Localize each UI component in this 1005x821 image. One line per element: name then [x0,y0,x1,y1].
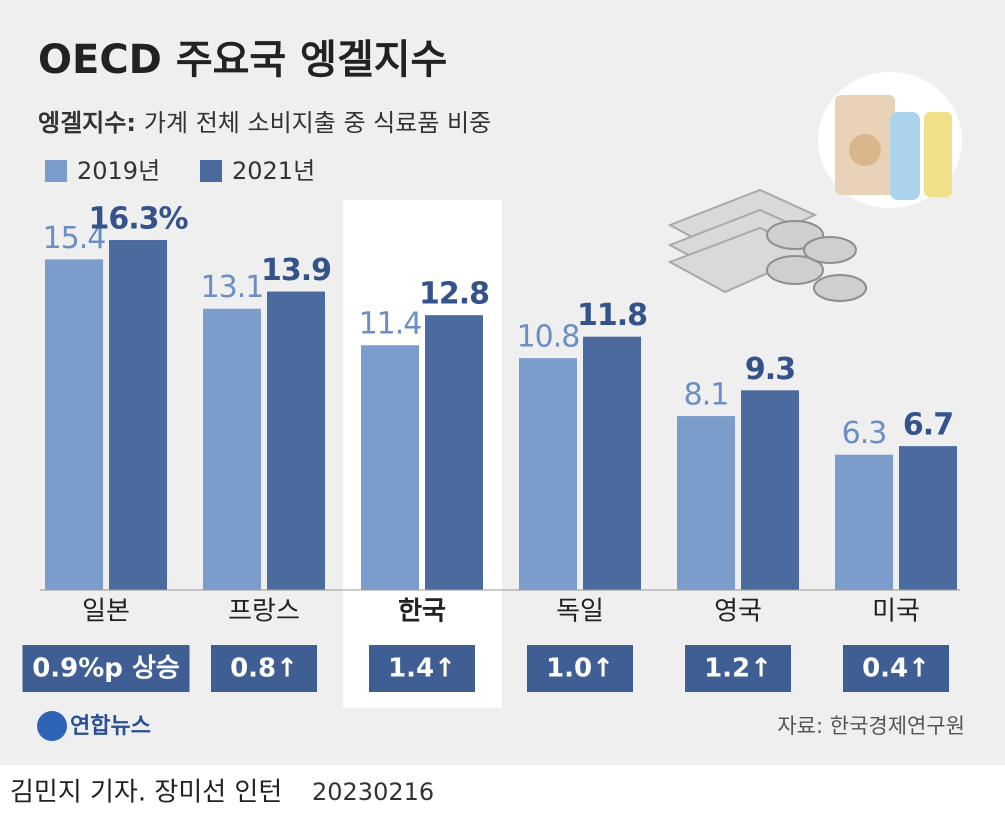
bar [835,454,893,590]
x-tick-label: 미국 [872,597,920,627]
change-box [843,645,949,692]
bar [267,291,325,590]
bar [741,390,799,590]
date: 20230216 [312,778,434,806]
x-tick-label: 프랑스 [228,597,300,627]
change-box [369,645,475,692]
change-label: 1.0↑ [546,654,614,684]
legend-label: 2019년 [77,157,160,185]
bar [425,315,483,590]
illustration [667,72,962,302]
value-label: 12.8 [419,277,489,312]
credit: 김민지 기자. 장미선 인턴 [10,778,282,808]
x-tick-label: 한국 [398,597,446,627]
value-label: 13.9 [261,253,331,288]
bar [203,308,261,590]
value-label: 16.3% [88,202,188,237]
change-box [527,645,633,692]
bar [361,345,419,590]
change-box [685,645,791,692]
subtitle-text: 가계 전체 소비지출 중 식료품 비중 [144,109,491,137]
legend-swatch [45,160,67,182]
legend-swatch [200,160,222,182]
logo: 연합뉴스 [37,711,151,741]
source: 자료: 한국경제연구원 [777,714,965,738]
bar [583,336,641,590]
x-tick-label: 영국 [714,597,762,627]
bar [519,358,577,590]
value-label: 6.7 [903,408,953,443]
bar [677,416,735,590]
change-box [211,645,317,692]
bar [899,446,957,590]
value-label: 8.1 [684,378,729,413]
value-label: 11.8 [577,298,647,333]
subtitle-label: 엥겔지수: [38,109,136,137]
chart-title: OECD 주요국 엥겔지수 [38,37,447,83]
value-label: 6.3 [842,416,887,451]
x-tick-label: 독일 [556,597,604,627]
logo-text: 연합뉴스 [70,713,151,739]
value-label: 13.1 [201,270,264,305]
footer-background [0,765,1005,821]
change-label: 1.4↑ [388,654,456,684]
subtitle: 엥겔지수: 가계 전체 소비지출 중 식료품 비중 [38,109,491,137]
plot: 15.416.3% 일본 0.9%p 상승 13.113.9 프랑스 0.8↑ 11.412… [22,202,960,692]
value-label: 10.8 [517,320,580,355]
legend: 2019년 2021년 [45,157,315,185]
change-label: 1.2↑ [704,654,772,684]
value-label: 11.4 [359,307,422,342]
change-label: 0.4↑ [862,654,930,684]
change-box [22,645,190,692]
value-label: 15.4 [43,221,106,256]
bar [109,240,167,590]
change-label: 0.8↑ [230,654,298,684]
change-label: 0.9%p 상승 [32,654,180,684]
bar [45,259,103,590]
value-label: 9.3 [745,352,795,387]
legend-label: 2021년 [232,157,315,185]
x-tick-label: 일본 [82,597,130,627]
